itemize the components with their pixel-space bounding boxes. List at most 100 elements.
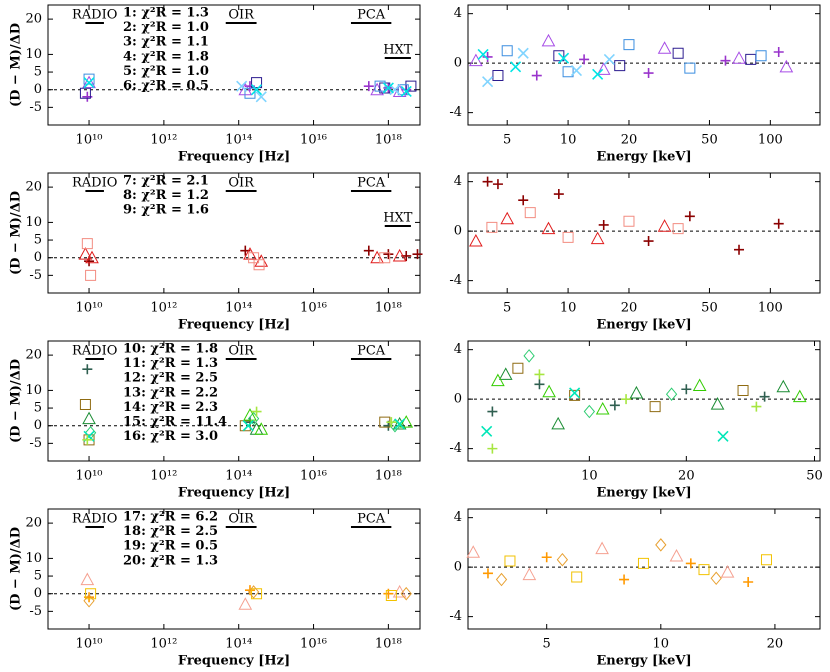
data-point (501, 45, 513, 57)
x-tick-label: 10¹⁸ (375, 133, 402, 148)
plot-frame (47, 4, 421, 126)
data-point (743, 576, 754, 587)
y-axis-label: (D − M)/ΔD (9, 23, 24, 107)
data-point (247, 585, 260, 599)
y-tick-label: -4 (449, 441, 462, 456)
x-axis-label: Frequency [Hz] (178, 486, 290, 501)
data-point (389, 84, 401, 96)
y-axis-label: (D − M)/ΔD (9, 359, 24, 443)
data-point (383, 249, 394, 260)
x-tick-label: 10¹⁶ (300, 469, 327, 484)
data-point (665, 387, 678, 401)
data-point (637, 557, 649, 569)
x-tick-label: 10 (560, 301, 577, 316)
data-point (405, 80, 417, 92)
data-point (737, 384, 749, 396)
data-point (392, 584, 407, 598)
data-point (400, 586, 412, 601)
data-point (482, 51, 493, 62)
data-point (510, 61, 522, 73)
data-point (244, 87, 256, 99)
legend-entry: 1: χ²R = 1.3 (123, 6, 209, 21)
y-tick-label: 0 (34, 586, 42, 601)
legend-entry: 5: χ²R = 1.0 (123, 64, 209, 79)
band-label: RADIO (72, 8, 117, 23)
y-tick-label: 10 (25, 551, 42, 566)
data-point (78, 247, 93, 260)
data-point (562, 231, 574, 243)
data-point (82, 434, 93, 445)
data-point (500, 211, 515, 225)
data-point (623, 215, 635, 227)
data-point (487, 406, 498, 417)
data-point (82, 75, 96, 89)
x-tick-label: 10¹² (150, 469, 177, 484)
data-point (698, 564, 710, 576)
data-point (251, 406, 262, 417)
data-point (250, 84, 263, 96)
plot-frame (467, 508, 821, 630)
data-point (755, 50, 767, 62)
x-axis-label: Energy [keV] (596, 318, 691, 333)
x-tick-label: 10 (653, 637, 670, 652)
y-tick-label: -4 (449, 273, 462, 288)
x-tick-label: 10¹⁰ (76, 469, 103, 484)
data-point (571, 571, 583, 583)
data-point (595, 401, 610, 415)
data-point (773, 47, 784, 58)
data-point (531, 70, 542, 81)
x-tick-label: 10¹⁴ (225, 469, 252, 484)
data-point (504, 555, 516, 567)
data-point (491, 373, 505, 387)
plot-frame (467, 4, 821, 126)
data-point (579, 54, 590, 65)
data-point (745, 53, 757, 65)
y-tick-label: 0 (454, 392, 462, 407)
band-label: RADIO (72, 344, 117, 359)
plot-frame (47, 508, 421, 630)
data-point (236, 80, 248, 92)
data-point (386, 417, 397, 428)
x-tick-label: 10¹⁶ (300, 133, 327, 148)
plot-frame (467, 340, 821, 462)
data-point (629, 385, 644, 399)
x-tick-label: 10¹⁶ (300, 637, 327, 652)
data-point (512, 362, 524, 374)
data-point (492, 70, 504, 82)
data-point (243, 247, 257, 260)
data-point (592, 68, 604, 80)
plot-frame (467, 172, 821, 294)
data-point (517, 47, 529, 59)
y-tick-label: 0 (34, 418, 42, 433)
x-tick-label: 5 (503, 133, 511, 148)
data-point (621, 394, 632, 405)
band-label: PCA (357, 344, 386, 359)
data-point (487, 443, 498, 454)
data-point (553, 189, 564, 200)
x-tick-label: 10¹⁸ (375, 301, 402, 316)
x-tick-label: 50 (701, 133, 718, 148)
data-point (556, 552, 569, 567)
x-tick-label: 100 (758, 301, 783, 316)
legend-entry: 13: χ²R = 2.2 (123, 385, 218, 400)
data-point (534, 379, 545, 390)
legend-entry: 19: χ²R = 0.5 (123, 539, 218, 554)
y-tick-label: 4 (454, 342, 462, 357)
x-tick-label: 20 (621, 301, 638, 316)
data-point (363, 81, 374, 92)
data-point (623, 39, 635, 51)
data-point (562, 66, 574, 78)
data-point (598, 219, 609, 230)
y-tick-label: -4 (449, 105, 462, 120)
data-point (518, 195, 529, 206)
y-tick-label: 20 (25, 180, 42, 195)
data-point (759, 391, 770, 402)
legend-entry: 18: χ²R = 2.5 (123, 524, 218, 539)
x-tick-label: 5 (503, 301, 511, 316)
y-tick-label: -5 (29, 268, 42, 283)
x-tick-label: 10¹⁸ (375, 469, 402, 484)
y-tick-label: 4 (454, 510, 462, 525)
legend-entry: 4: χ²R = 1.8 (123, 49, 209, 64)
x-tick-label: 10¹⁶ (300, 301, 327, 316)
